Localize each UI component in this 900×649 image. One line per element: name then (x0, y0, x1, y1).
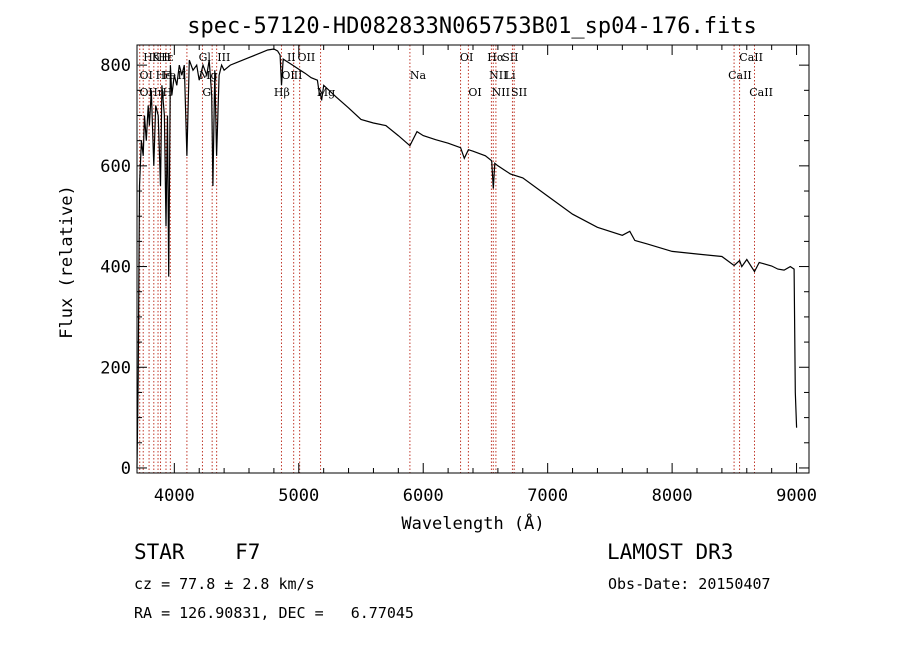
chart-title: spec-57120-HD082833N065753B01_sp04-176.f… (187, 14, 757, 39)
survey-name: LAMOST DR3 (607, 540, 734, 564)
line-label: Mg (317, 86, 335, 99)
spectrum-chart: spec-57120-HD082833N065753B01_sp04-176.f… (57, 14, 817, 534)
line-marker-group (139, 45, 755, 473)
line-label: CaII (728, 69, 752, 82)
x-tick-label: 9000 (776, 486, 817, 506)
line-label: G (202, 86, 211, 99)
line-label: Hε (158, 51, 174, 64)
line-label: OI (281, 69, 294, 82)
line-label: K (152, 51, 161, 64)
line-label: SII (511, 86, 527, 99)
y-axis: 0 200 400 600 800 (100, 56, 809, 479)
spectrum-line (136, 48, 798, 469)
line-label: OI (460, 51, 473, 64)
line-label: Hη (148, 86, 164, 99)
x-tick-label: 8000 (652, 486, 693, 506)
line-label: Hδ (143, 51, 160, 64)
y-tick-label: 200 (100, 358, 131, 378)
line-label: SII (502, 51, 518, 64)
line-label: Na (410, 69, 427, 82)
plot-frame (136, 44, 810, 474)
line-label: Gl (199, 51, 212, 64)
line-label: He (156, 69, 172, 82)
x-tick-label: 6000 (403, 486, 444, 506)
line-label: Fe (163, 69, 177, 82)
line-label: OII (298, 51, 316, 64)
line-label: NII (492, 86, 510, 99)
y-tick-label: 0 (121, 459, 131, 479)
line-label: H (163, 86, 173, 99)
line-label: II (177, 69, 186, 82)
coordinates: RA = 126.90831, DEC = 6.77045 (134, 604, 414, 622)
x-axis: 4000 5000 6000 7000 8000 9000 (154, 45, 817, 506)
y-tick-label: 400 (100, 258, 131, 278)
y-tick-label: 800 (100, 56, 131, 76)
object-class: STAR F7 (134, 540, 261, 564)
line-label: OI (468, 86, 481, 99)
redshift-text: cz = 77.8 ± 2.8 km/s (134, 575, 315, 593)
y-axis-label: Flux (relative) (57, 185, 77, 339)
line-label: II (294, 69, 303, 82)
line-label: H (161, 51, 171, 64)
line-label: III (217, 51, 230, 64)
obs-date: Obs-Date: 20150407 (608, 575, 771, 593)
x-tick-label: 4000 (154, 486, 195, 506)
x-tick-label: 7000 (527, 486, 568, 506)
x-tick-label: 5000 (278, 486, 319, 506)
line-label: CaII (749, 86, 773, 99)
line-label: Hα (487, 51, 505, 64)
y-tick-label: 600 (100, 157, 131, 177)
line-label: Hβ (274, 86, 290, 99)
line-label: II (287, 51, 296, 64)
line-label: CaII (739, 51, 763, 64)
line-label: Li (505, 69, 516, 82)
line-label: OI (139, 86, 152, 99)
x-axis-label: Wavelength (Å) (401, 512, 544, 534)
line-label: NII (489, 69, 507, 82)
line-label: Mg (199, 69, 217, 82)
line-label: OI (139, 69, 152, 82)
